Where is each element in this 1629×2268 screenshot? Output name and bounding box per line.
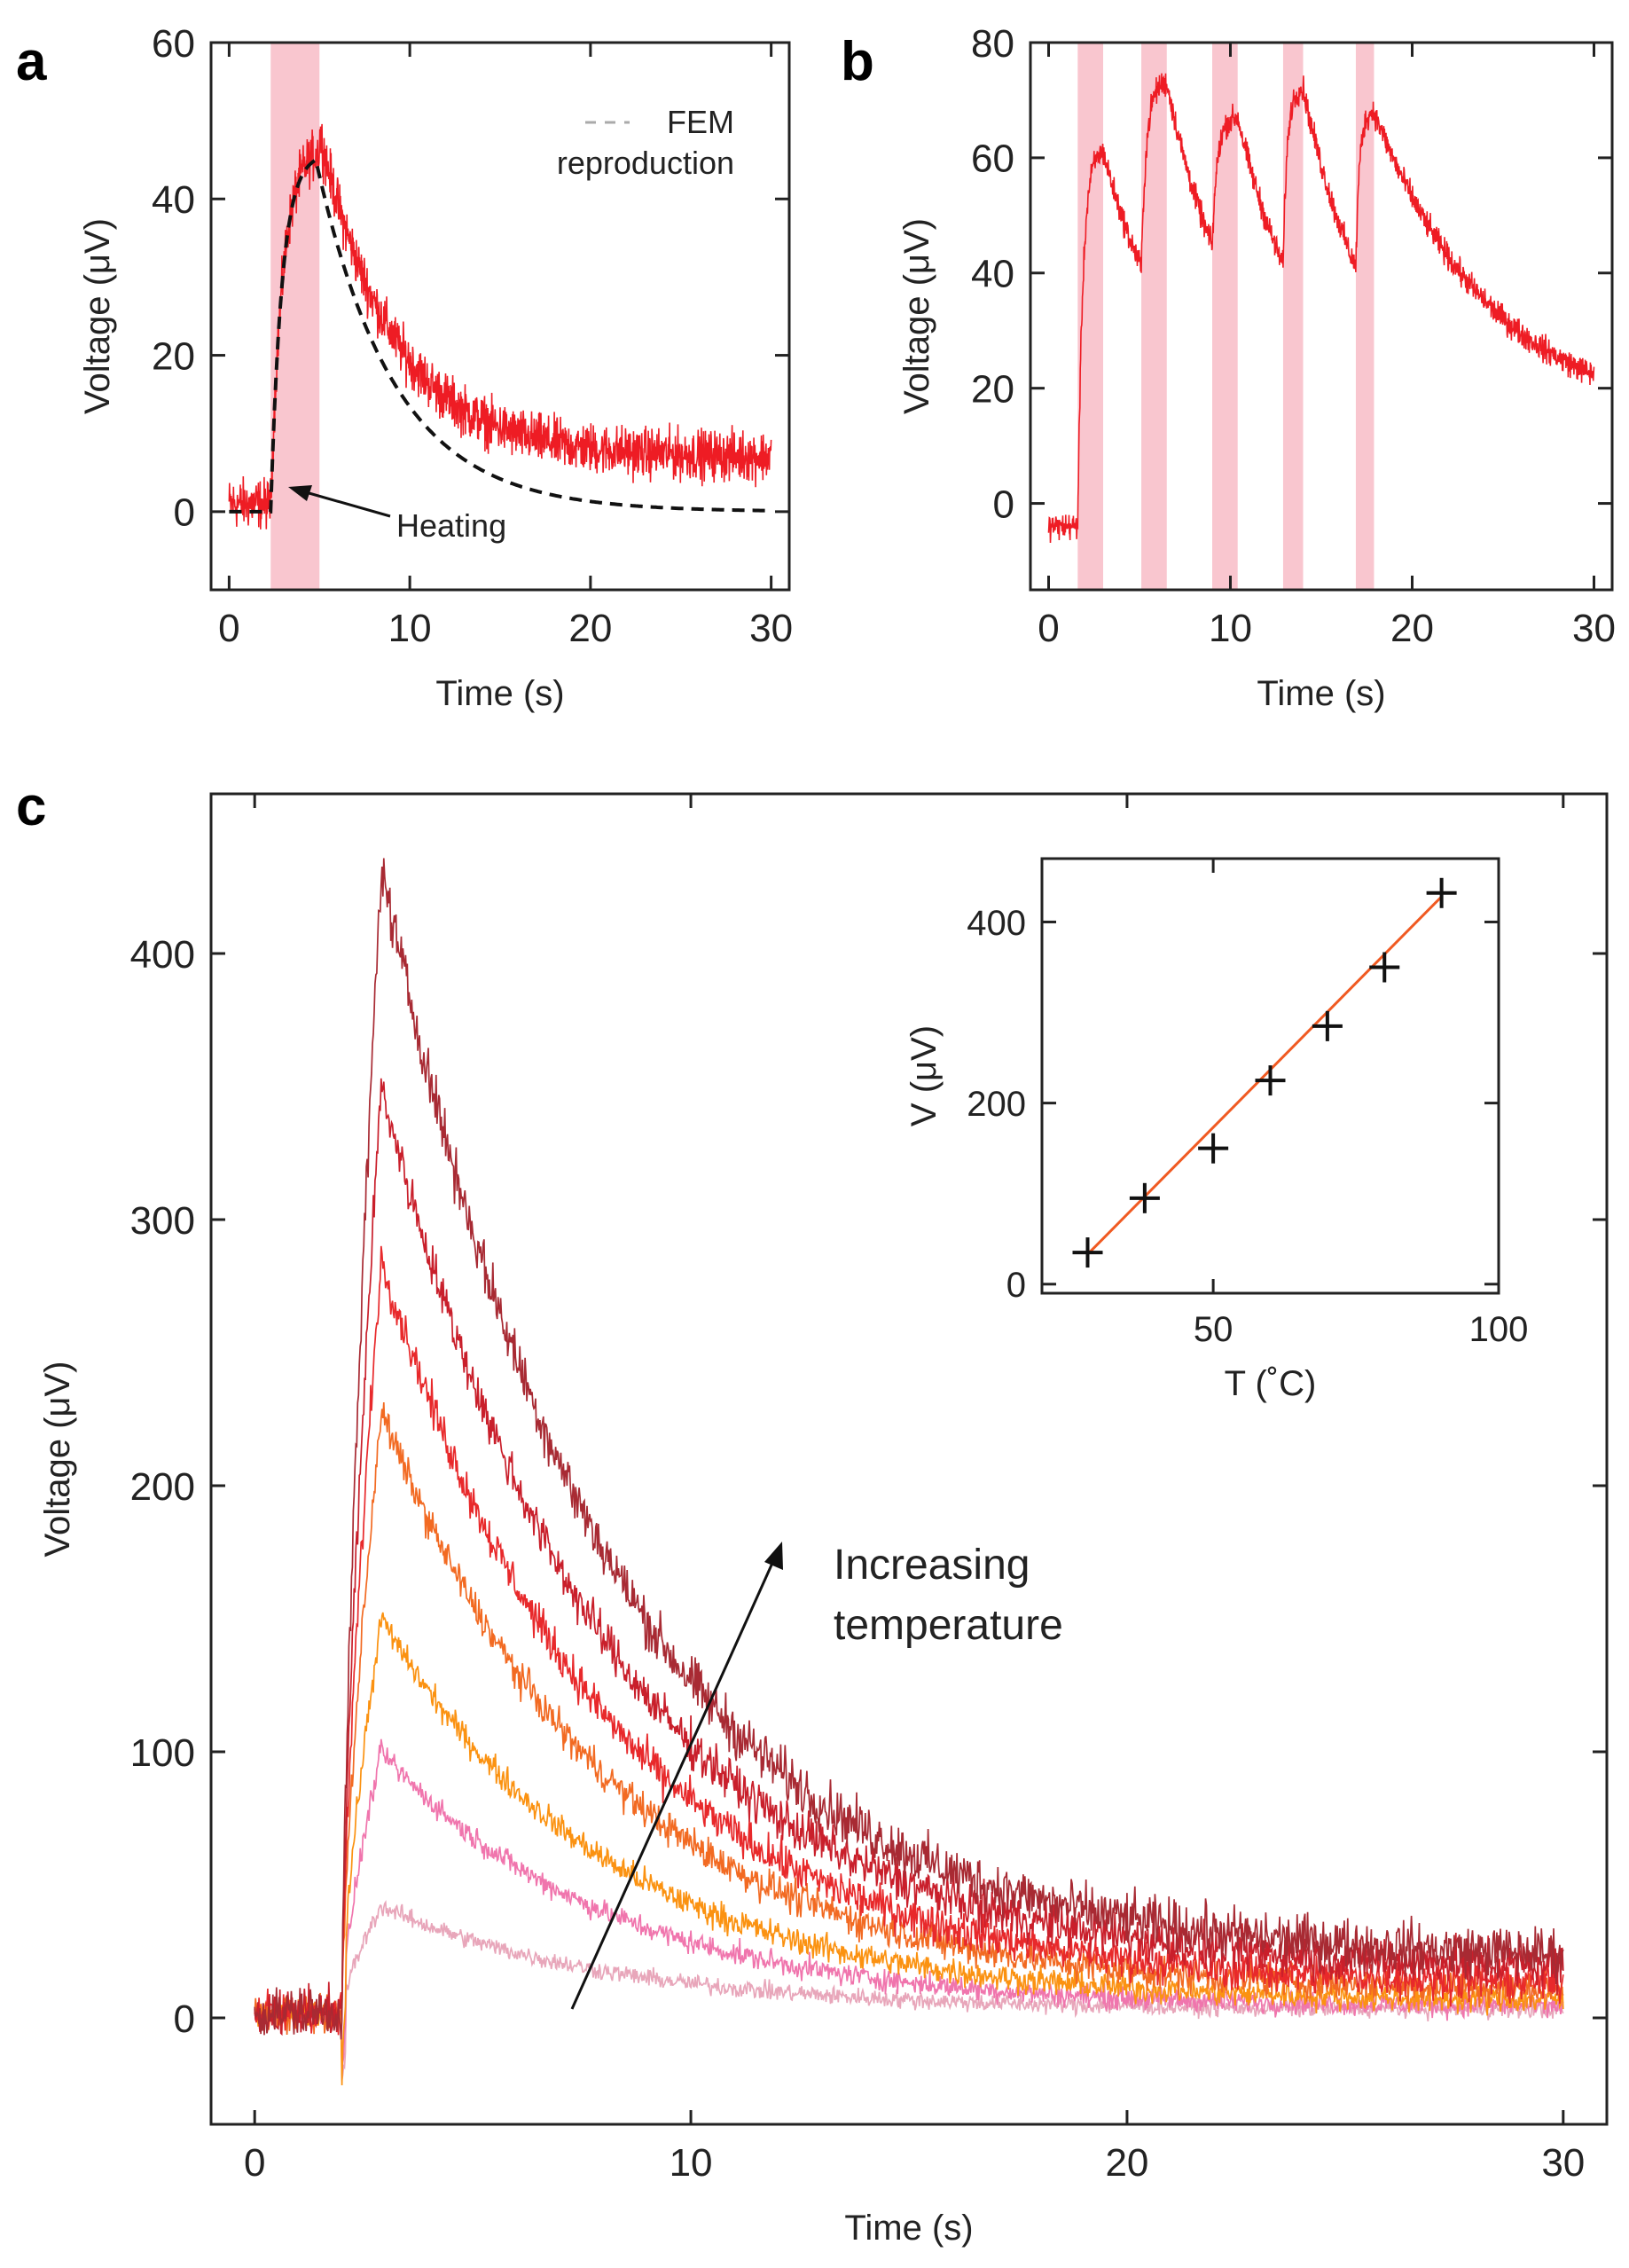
panel-c-xtick-label: 0 xyxy=(244,2141,265,2185)
inset-data-point xyxy=(1312,1010,1343,1041)
panel-a-legend: FEM reproduction xyxy=(557,104,734,181)
panel-c-plot xyxy=(254,858,1564,2086)
panel-a-xtick-label: 20 xyxy=(568,607,612,650)
panel-a-xtick-label: 0 xyxy=(218,607,239,650)
series-measured-line xyxy=(228,123,772,530)
heating-band xyxy=(1282,43,1304,590)
series-line-4 xyxy=(254,1401,1564,2036)
panel-a: a 0 10 20 30 0 20 40 60 Time (s) Voltage (μV) F… xyxy=(16,22,793,713)
annotation-line-2: temperature xyxy=(834,1602,1063,1649)
heating-annotation: Heating xyxy=(288,485,506,544)
panel-a-xtick-label: 30 xyxy=(749,607,793,650)
heating-arrowhead xyxy=(288,485,312,501)
inset-data-point xyxy=(1129,1182,1160,1213)
panel-b-ytick-label: 60 xyxy=(971,137,1014,181)
inset-xlabel: T (˚C) xyxy=(1225,1364,1317,1403)
panel-a-xlabel: Time (s) xyxy=(435,674,564,713)
panel-a-plot xyxy=(228,123,772,530)
inset-ylabel: V (μV) xyxy=(905,1025,944,1126)
panel-a-label: a xyxy=(16,31,47,92)
heating-band xyxy=(270,43,320,590)
panel-b-axes: 0 10 20 30 0 20 40 60 80 xyxy=(971,22,1616,650)
panel-b-ylabel: Voltage (μV) xyxy=(897,218,936,414)
panel-a-axes: 0 10 20 30 0 20 40 60 xyxy=(152,22,793,650)
inset-chart: 50 100 0 200 400 T (˚C) V (μV) xyxy=(905,857,1528,1403)
panel-c-ytick-label: 300 xyxy=(130,1199,195,1243)
panel-a-ylabel: Voltage (μV) xyxy=(78,218,117,414)
panel-a-ytick-label: 20 xyxy=(152,334,195,378)
inset-data-point xyxy=(1426,877,1457,908)
temperature-arrowhead xyxy=(764,1542,783,1570)
series-fem-reproduction-line xyxy=(229,157,770,514)
series-measured-line xyxy=(1047,73,1595,544)
panel-b-plot xyxy=(1047,73,1595,544)
panel-b-xlabel: Time (s) xyxy=(1257,674,1385,713)
panel-b-xtick-label: 20 xyxy=(1390,607,1434,650)
legend-entry-fem: FEM xyxy=(667,104,734,140)
panel-b-label: b xyxy=(841,31,874,92)
panel-c-ylabel: Voltage (μV) xyxy=(38,1362,77,1558)
inset-fit-line xyxy=(1086,895,1443,1256)
inset-data-point xyxy=(1198,1133,1229,1164)
panel-c-xtick-label: 30 xyxy=(1541,2141,1585,2185)
panel-c-label: c xyxy=(16,776,46,837)
inset-ytick-label: 400 xyxy=(967,904,1026,943)
panel-a-frame xyxy=(209,41,791,592)
inset-ytick-label: 200 xyxy=(967,1085,1026,1124)
inset-xtick-label: 50 xyxy=(1194,1310,1233,1349)
heating-arrow xyxy=(305,490,391,518)
increasing-temperature-annotation: Increasing temperature xyxy=(570,1542,1063,2010)
series-line-7 xyxy=(254,858,1564,2040)
heating-band xyxy=(1355,43,1374,590)
panel-a-ytick-label: 40 xyxy=(152,178,195,222)
panel-a-ytick-label: 60 xyxy=(152,22,195,66)
panel-c-ytick-label: 400 xyxy=(130,933,195,977)
panel-b-xtick-label: 0 xyxy=(1038,607,1059,650)
inset-data-point xyxy=(1255,1065,1286,1096)
panel-b-ytick-label: 40 xyxy=(971,253,1014,296)
panel-c-ytick-label: 200 xyxy=(130,1465,195,1509)
panel-c-ytick-label: 100 xyxy=(130,1731,195,1775)
panel-b: b 0 10 20 30 0 20 40 60 80 Time (s) Voltage (μV) xyxy=(841,22,1616,713)
series-line-5 xyxy=(254,1245,1564,2036)
temperature-arrow xyxy=(570,1560,775,2010)
legend-entry-reproduction: reproduction xyxy=(557,145,734,181)
panel-a-ytick-label: 0 xyxy=(174,491,195,535)
inset-xtick-label: 100 xyxy=(1469,1310,1529,1349)
panel-c-ytick-label: 0 xyxy=(174,1997,195,2041)
series-line-2 xyxy=(254,1738,1564,2076)
panel-b-ytick-label: 80 xyxy=(971,22,1014,66)
panel-c-xlabel: Time (s) xyxy=(844,2209,973,2248)
panel-a-heating-bands xyxy=(270,43,320,590)
heating-label: Heating xyxy=(396,507,506,544)
inset-frame xyxy=(1040,857,1500,1295)
panel-c-xtick-label: 10 xyxy=(670,2141,713,2185)
inset-data-point xyxy=(1369,952,1400,983)
inset-axes: 50 100 0 200 400 xyxy=(967,859,1528,1349)
heating-band xyxy=(1212,43,1238,590)
annotation-line-1: Increasing xyxy=(834,1542,1030,1589)
panel-c-frame xyxy=(209,792,1609,2126)
panel-b-xtick-label: 30 xyxy=(1572,607,1616,650)
panel-b-frame xyxy=(1029,41,1614,592)
panel-b-ytick-label: 0 xyxy=(993,483,1014,526)
series-line-3 xyxy=(254,1612,1564,2086)
inset-ytick-label: 0 xyxy=(1006,1266,1026,1305)
inset-plot xyxy=(1072,877,1457,1268)
panel-a-xtick-label: 10 xyxy=(388,607,432,650)
panel-c-xtick-label: 20 xyxy=(1105,2141,1148,2185)
heating-band xyxy=(1141,43,1167,590)
panel-b-ytick-label: 20 xyxy=(971,368,1014,412)
panel-b-xtick-label: 10 xyxy=(1209,607,1252,650)
inset-data-point xyxy=(1072,1237,1103,1268)
